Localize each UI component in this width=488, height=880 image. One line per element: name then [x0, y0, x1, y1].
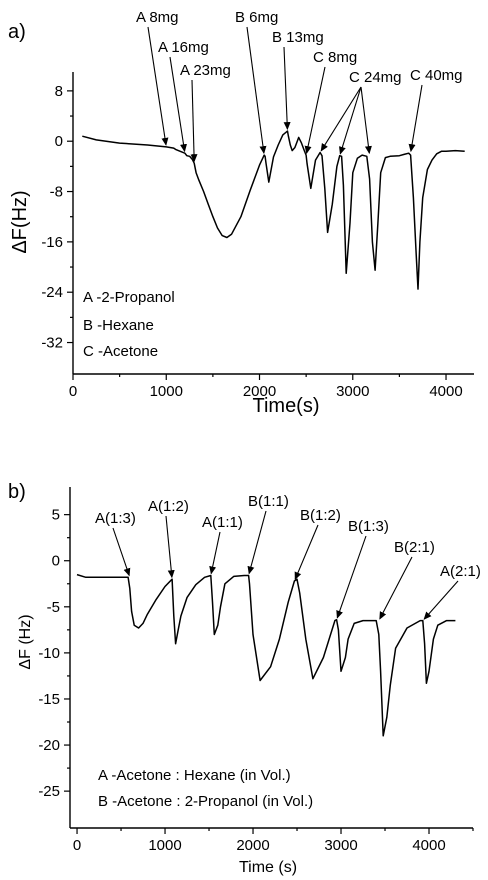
x-tick-label: 2000 — [236, 837, 269, 854]
annotation-arrow — [423, 580, 459, 620]
annotation-arrow — [209, 531, 221, 575]
annotation-arrow — [294, 524, 319, 581]
y-tick-label: -8 — [50, 184, 63, 201]
annotation-arrow — [169, 56, 187, 153]
annotation-label: B 13mg — [272, 29, 324, 46]
series-line — [76, 573, 456, 737]
panel-a: a) 0 1000 2000 3000 4000 8 0 -8 -16 -24 -32 Time(s) Δ… — [8, 9, 474, 417]
x-tick-label: 2000 — [243, 383, 276, 400]
annotation-label: A 16mg — [158, 39, 209, 56]
y-tick-label: 5 — [52, 507, 60, 524]
annotation-arrow — [112, 527, 131, 577]
y-tick-label: -5 — [47, 599, 60, 616]
annotation-label: A 8mg — [136, 9, 179, 26]
panel-letter: a) — [8, 21, 26, 43]
panel-letter: b) — [8, 481, 26, 503]
x-axis-title: Time(s) — [252, 395, 319, 417]
annotation-label: B(1:3) — [348, 518, 389, 535]
x-tick-label: 1000 — [150, 383, 183, 400]
annotation-label: A(1:1) — [202, 514, 243, 531]
y-tick-label: 0 — [52, 553, 60, 570]
legend-entry: A -2-Propanol — [83, 289, 175, 306]
annotation-arrow — [165, 515, 175, 579]
y-tick-label: 8 — [55, 83, 63, 100]
annotation-arrow — [320, 86, 362, 152]
annotation-arrow — [408, 84, 423, 153]
legend-entry: B -Acetone : 2-Propanol (in Vol.) — [98, 793, 313, 810]
annotation-label: C 24mg — [349, 69, 402, 86]
annotation-arrow — [190, 79, 198, 163]
x-tick-label: 0 — [73, 837, 81, 854]
annotation-arrow — [336, 535, 367, 619]
legend-entry: A -Acetone : Hexane (in Vol.) — [98, 767, 291, 784]
y-tick-label: -24 — [41, 284, 63, 301]
y-axis-title: ΔF (Hz) — [17, 614, 34, 669]
y-tick-label: 0 — [55, 133, 63, 150]
annotation-label: C 8mg — [313, 49, 357, 66]
panel-b: b) 0 1000 2000 3000 4000 5 0 -5 -10 -15 -20 -25 Time … — [8, 481, 481, 876]
y-axis-title: ΔF(Hz) — [9, 190, 31, 253]
annotation-arrow — [147, 26, 169, 146]
annotation-label: B 6mg — [235, 9, 278, 26]
annotation-label: B(1:2) — [300, 507, 341, 524]
x-tick-label: 4000 — [412, 837, 445, 854]
annotation-arrow — [304, 66, 326, 155]
x-tick-label: 1000 — [148, 837, 181, 854]
annotation-arrow — [339, 86, 362, 155]
y-tick-label: -32 — [41, 335, 63, 352]
x-tick-label: 0 — [69, 383, 77, 400]
annotation-label: A(1:3) — [95, 510, 136, 527]
x-tick-label: 3000 — [336, 383, 369, 400]
annotation-arrow — [246, 26, 267, 155]
x-tick-label: 4000 — [429, 383, 462, 400]
y-tick-label: -25 — [38, 783, 60, 800]
y-tick-label: -10 — [38, 645, 60, 662]
y-tick-label: -16 — [41, 234, 63, 251]
annotation-arrow — [283, 46, 291, 131]
annotation-label: C 40mg — [410, 67, 463, 84]
annotation-label: B(2:1) — [394, 539, 435, 556]
legend-entry: C -Acetone — [83, 343, 158, 360]
annotation-label: A(1:2) — [148, 498, 189, 515]
x-axis-title: Time (s) — [239, 859, 297, 876]
annotation-arrow — [379, 556, 413, 620]
legend-entry: B -Hexane — [83, 317, 154, 334]
annotation-arrow — [247, 510, 267, 575]
series-line — [82, 130, 465, 290]
annotation-label: B(1:1) — [248, 493, 289, 510]
y-tick-label: -15 — [38, 691, 60, 708]
annotation-label: A(2:1) — [440, 563, 481, 580]
y-tick-label: -20 — [38, 737, 60, 754]
annotation-label: A 23mg — [180, 62, 231, 79]
x-tick-label: 3000 — [324, 837, 357, 854]
annotation-arrow — [360, 86, 372, 155]
